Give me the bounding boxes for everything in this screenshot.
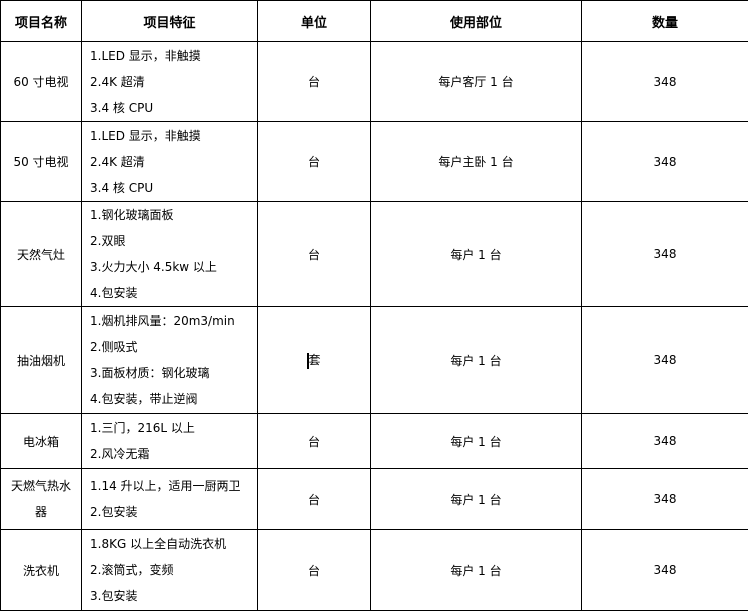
item-name-cell[interactable]: 60 寸电视 [1, 42, 82, 122]
quantity-cell-text: 348 [654, 353, 677, 367]
item-name-cell[interactable]: 洗衣机 [1, 530, 82, 611]
location-cell-text: 每户主卧 1 台 [438, 155, 513, 169]
feature-line: 1.8KG 以上全自动洗衣机 [90, 531, 257, 557]
unit-cell-text: 台 [308, 75, 320, 89]
unit-cell[interactable]: 台 [258, 122, 371, 202]
item-name-cell[interactable]: 电冰箱 [1, 414, 82, 469]
unit-cell-text: 台 [308, 435, 320, 449]
quantity-cell-text: 348 [654, 563, 677, 577]
quantity-cell[interactable]: 348 [582, 530, 748, 611]
feature-line: 2.侧吸式 [90, 334, 257, 360]
feature-line: 1.钢化玻璃面板 [90, 202, 257, 228]
location-cell[interactable]: 每户主卧 1 台 [371, 122, 582, 202]
quantity-cell-text: 348 [654, 247, 677, 261]
location-cell[interactable]: 每户 1 台 [371, 202, 582, 307]
unit-cell[interactable]: 台 [258, 469, 371, 530]
unit-cell[interactable]: 套 [258, 307, 371, 414]
feature-line: 3.火力大小 4.5kw 以上 [90, 254, 257, 280]
feature-line: 3.包安装 [90, 583, 257, 609]
unit-cell-text: 台 [308, 155, 320, 169]
quantity-cell-text: 348 [654, 434, 677, 448]
item-name-cell[interactable]: 天然气灶 [1, 202, 82, 307]
location-cell-text: 每户 1 台 [450, 354, 501, 368]
location-cell[interactable]: 每户 1 台 [371, 469, 582, 530]
item-name-cell-text: 50 寸电视 [11, 149, 71, 175]
item-name-cell[interactable]: 天燃气热水器 [1, 469, 82, 530]
location-cell[interactable]: 每户客厅 1 台 [371, 42, 582, 122]
unit-cell-text: 台 [308, 248, 320, 262]
location-cell-text: 每户客厅 1 台 [438, 75, 513, 89]
item-name-cell-text: 抽油烟机 [17, 354, 65, 368]
unit-cell[interactable]: 台 [258, 42, 371, 122]
quantity-cell-text: 348 [654, 155, 677, 169]
quantity-cell-text: 348 [654, 492, 677, 506]
item-name-cell-text: 60 寸电视 [11, 69, 71, 95]
location-cell-text: 每户 1 台 [450, 564, 501, 578]
quantity-cell[interactable]: 348 [582, 307, 748, 414]
feature-line: 2.双眼 [90, 228, 257, 254]
item-name-cell-text: 电冰箱 [23, 435, 59, 449]
location-cell-text: 每户 1 台 [450, 435, 501, 449]
quantity-cell[interactable]: 348 [582, 414, 748, 469]
column-header: 使用部位 [371, 1, 582, 42]
feature-line: 2.风冷无霜 [90, 441, 257, 467]
feature-line: 3.4 核 CPU [90, 95, 257, 121]
unit-cell-text: 套 [308, 353, 320, 367]
item-name-cell[interactable]: 50 寸电视 [1, 122, 82, 202]
location-cell[interactable]: 每户 1 台 [371, 307, 582, 414]
feature-line: 2.滚筒式，变频 [90, 557, 257, 583]
location-cell[interactable]: 每户 1 台 [371, 530, 582, 611]
location-cell[interactable]: 每户 1 台 [371, 414, 582, 469]
item-name-cell-text: 天然气灶 [17, 248, 65, 262]
column-header: 项目名称 [1, 1, 82, 42]
quantity-cell[interactable]: 348 [582, 122, 748, 202]
feature-line: 4.包安装，带止逆阀 [90, 386, 257, 412]
unit-cell[interactable]: 台 [258, 530, 371, 611]
quantity-cell[interactable]: 348 [582, 469, 748, 530]
feature-line: 1.LED 显示，非触摸 [90, 43, 257, 69]
location-cell-text: 每户 1 台 [450, 248, 501, 262]
feature-line: 1.14 升以上，适用一厨两卫 [90, 473, 257, 499]
feature-line: 1.烟机排风量：20m3/min [90, 308, 257, 334]
quantity-cell[interactable]: 348 [582, 202, 748, 307]
quantity-cell-text: 348 [654, 75, 677, 89]
unit-cell-text: 台 [308, 564, 320, 578]
unit-cell-text: 台 [308, 493, 320, 507]
unit-cell[interactable]: 台 [258, 414, 371, 469]
feature-line: 2.包安装 [90, 499, 257, 525]
feature-line: 1.LED 显示，非触摸 [90, 123, 257, 149]
item-name-cell-text: 天燃气热水器 [11, 473, 71, 525]
location-cell-text: 每户 1 台 [450, 493, 501, 507]
item-name-cell[interactable]: 抽油烟机 [1, 307, 82, 414]
item-name-cell-text: 洗衣机 [23, 564, 59, 578]
column-header: 数量 [582, 1, 748, 42]
unit-cell[interactable]: 台 [258, 202, 371, 307]
column-header: 项目特征 [82, 1, 258, 42]
column-header: 单位 [258, 1, 371, 42]
feature-line: 3.面板材质：钢化玻璃 [90, 360, 257, 386]
feature-line: 1.三门，216L 以上 [90, 415, 257, 441]
feature-line: 4.包安装 [90, 280, 257, 306]
quantity-cell[interactable]: 348 [582, 42, 748, 122]
feature-line: 3.4 核 CPU [90, 175, 257, 201]
feature-line: 2.4K 超清 [90, 69, 257, 95]
feature-line: 2.4K 超清 [90, 149, 257, 175]
header-row: 项目名称项目特征单位使用部位数量 [1, 1, 748, 42]
